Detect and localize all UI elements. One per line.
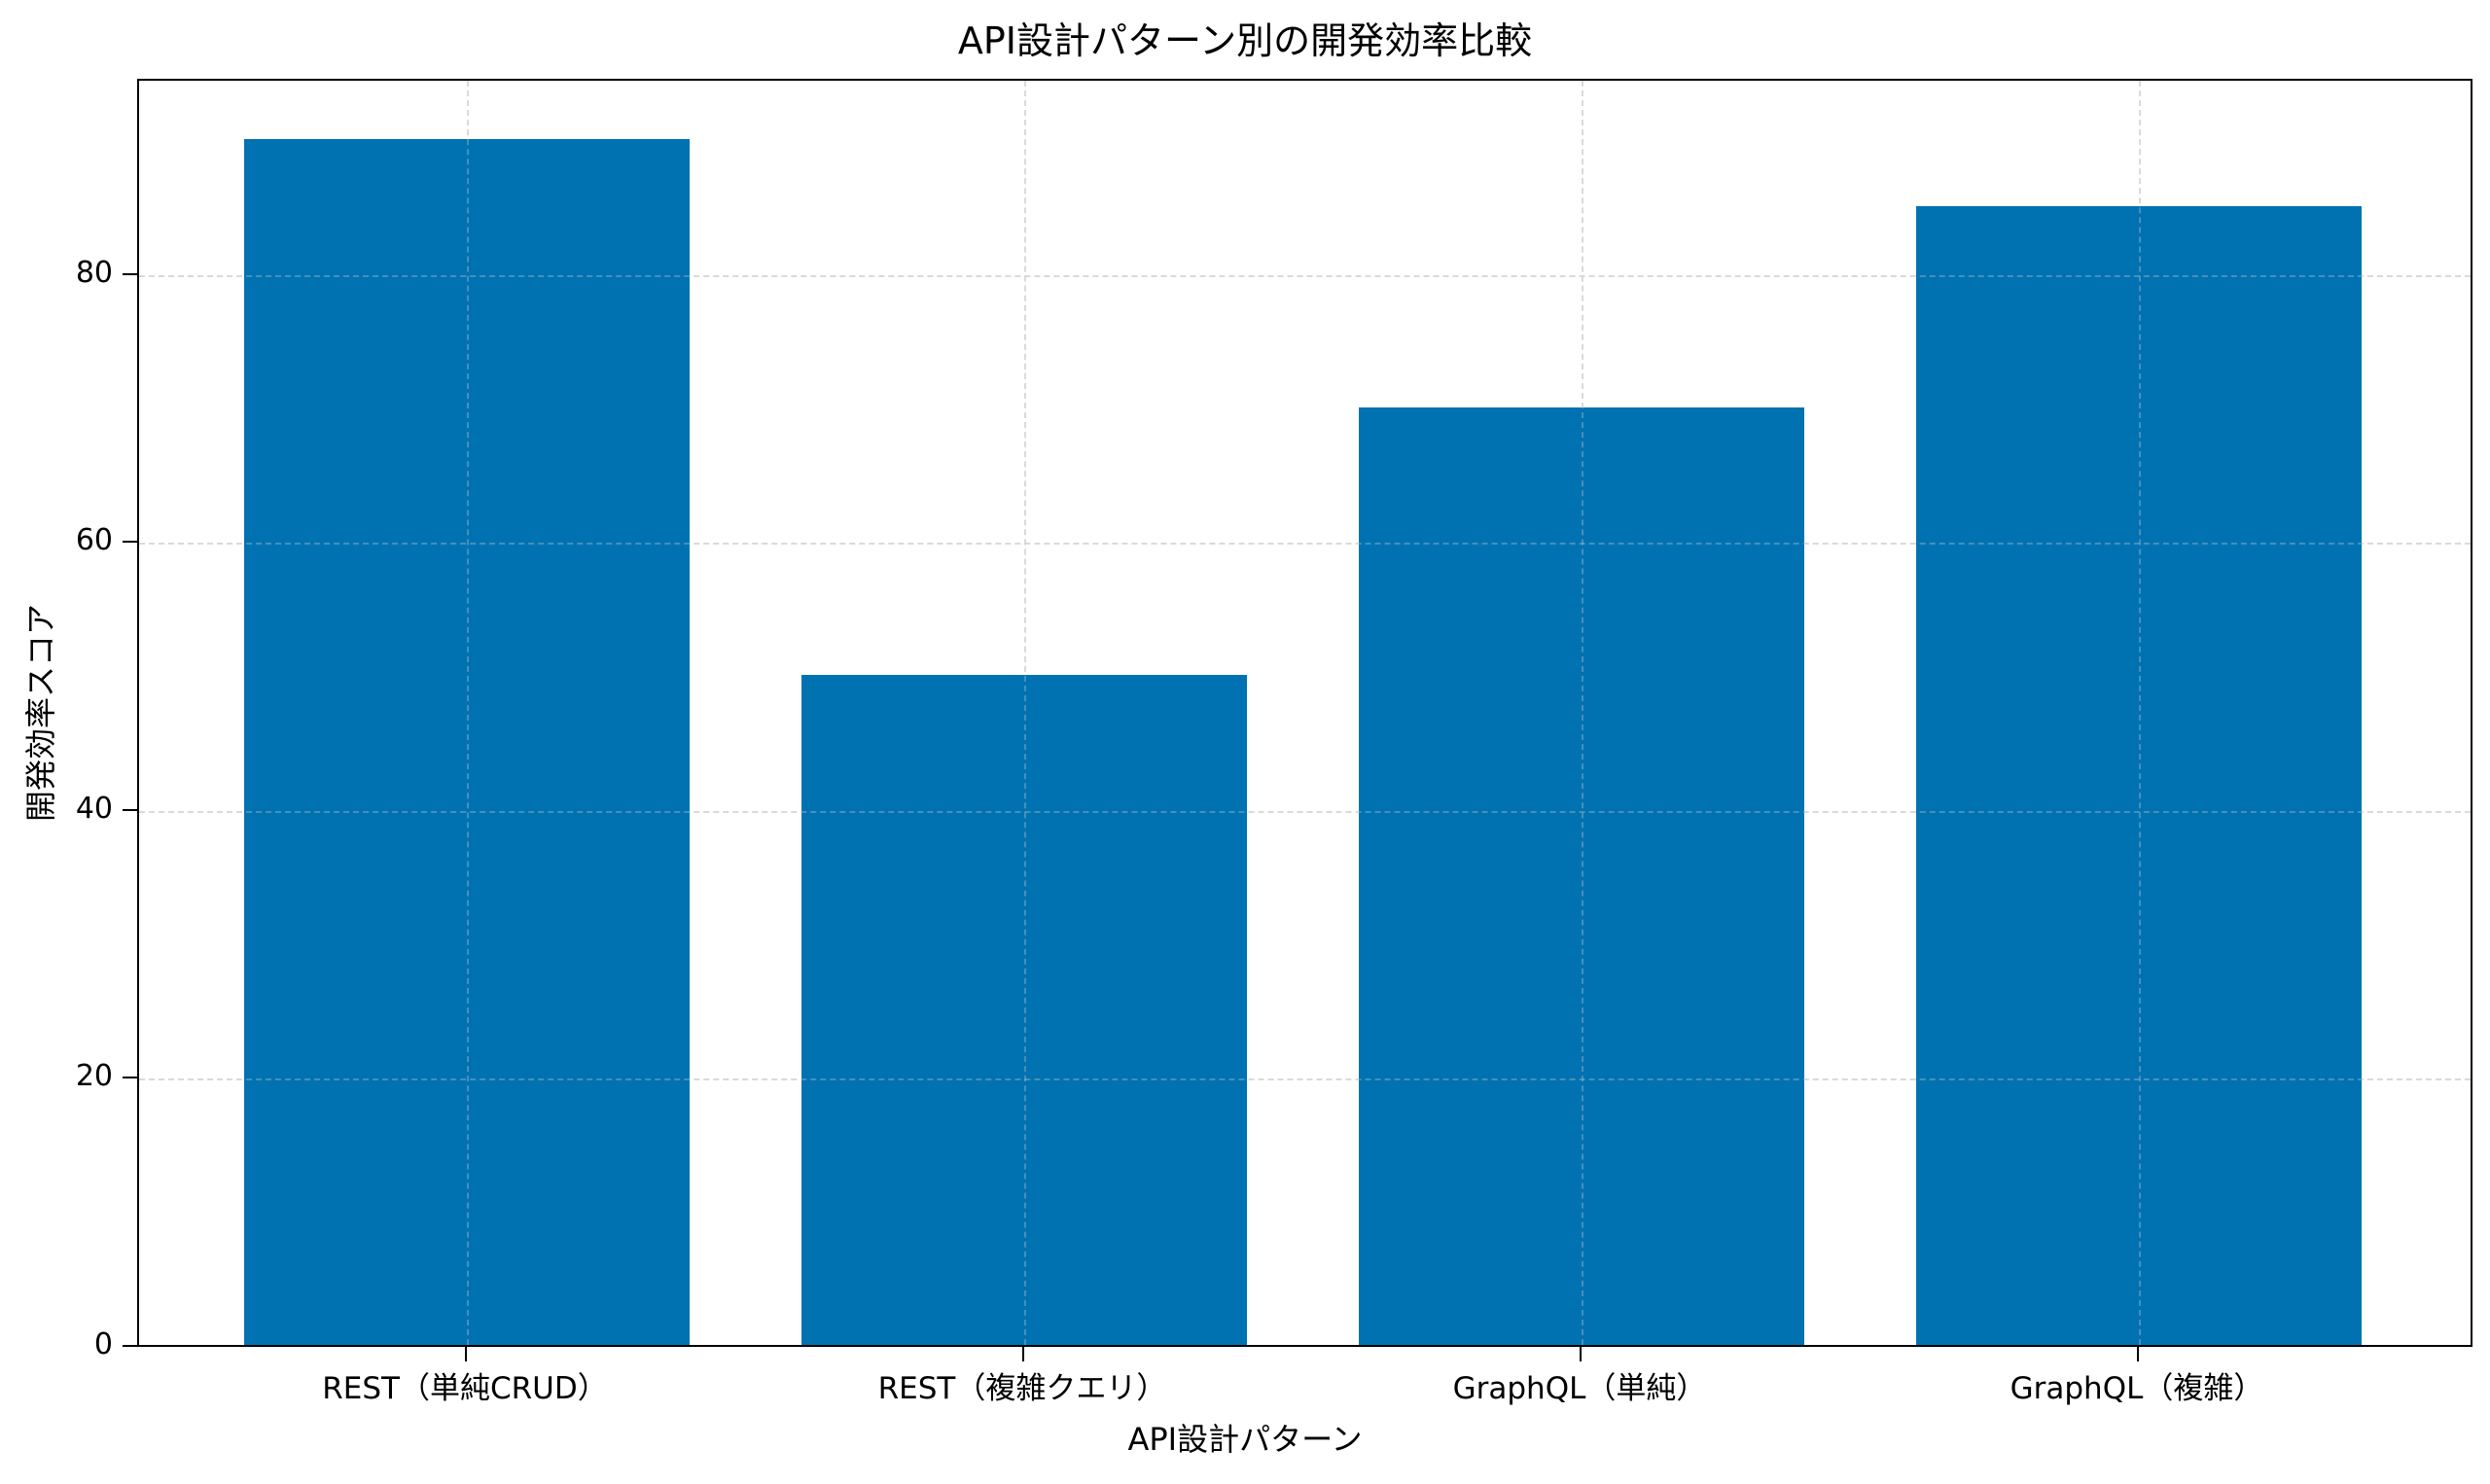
y-tick-label: 20 [75, 1059, 113, 1094]
x-tick-label: GraphQL（単純） [1452, 1371, 1707, 1406]
y-tick-label: 80 [75, 255, 113, 290]
gridline-vertical-overlay [1024, 81, 1026, 1345]
x-axis-title: API設計パターン [1127, 1421, 1363, 1458]
gridline-horizontal [139, 1078, 2471, 1081]
gridline-horizontal-overlay [139, 274, 2471, 277]
x-tick-label: REST（複雑クエリ） [877, 1371, 1167, 1406]
x-tick [2137, 1347, 2139, 1361]
gridline-vertical-overlay [1582, 81, 1583, 1345]
y-tick [123, 1077, 137, 1079]
gridline-vertical-overlay [2139, 81, 2141, 1345]
x-tick [465, 1347, 467, 1361]
y-tick-label: 40 [75, 791, 113, 826]
chart-title: API設計パターン別の開発効率比較 [957, 19, 1533, 62]
gridline-vertical-overlay [467, 81, 469, 1345]
gridline-horizontal [139, 274, 2471, 277]
y-tick-label: 60 [75, 523, 113, 558]
y-tick [123, 541, 137, 544]
plot-area [137, 79, 2472, 1347]
x-tick [1580, 1347, 1582, 1361]
gridline-horizontal-overlay [139, 810, 2471, 813]
gridline-horizontal-overlay [139, 1078, 2471, 1081]
bar [244, 139, 690, 1345]
y-axis-title: 開発効率スコア [22, 603, 59, 823]
gridline-horizontal-overlay [139, 543, 2471, 546]
y-tick [123, 1344, 137, 1347]
y-tick [123, 272, 137, 275]
gridline-horizontal [139, 810, 2471, 813]
gridline-horizontal [139, 543, 2471, 546]
bar [801, 675, 1247, 1345]
y-tick [123, 808, 137, 811]
y-tick-label: 0 [93, 1326, 113, 1361]
x-tick-label: REST（単純CRUD） [322, 1371, 608, 1406]
bar [1916, 206, 2362, 1345]
bar [1359, 406, 1804, 1345]
x-tick [1022, 1347, 1024, 1361]
x-tick-label: GraphQL（複雑） [2010, 1371, 2264, 1406]
